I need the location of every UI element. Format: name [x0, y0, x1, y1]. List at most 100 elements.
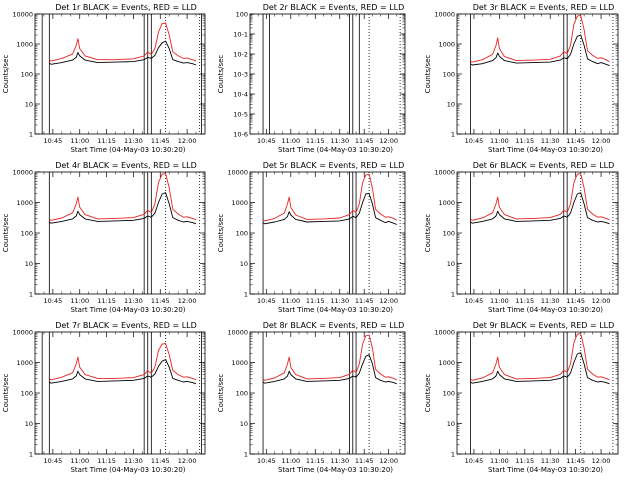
x-tick-label: 11:30 [541, 297, 560, 305]
x-tick-label: 10:45 [257, 297, 276, 305]
x-tick-label: 11:45 [566, 457, 585, 465]
y-tick-label: 1000 [16, 359, 33, 367]
x-tick-label: 10:45 [257, 137, 276, 145]
y-tick-label: 10 [240, 420, 248, 428]
x-tick-label: 12:00 [592, 297, 611, 305]
y-tick-label: 10 [447, 101, 455, 109]
panel-title: Det 1r BLACK = Events, RED = LLD [55, 3, 197, 12]
y-axis-label: Counts/sec [217, 374, 225, 413]
series-line-events [470, 192, 610, 225]
series-line-events [49, 192, 197, 225]
x-tick-label: 11:00 [490, 457, 509, 465]
x-tick-label: 12:00 [592, 137, 611, 145]
x-tick-label: 10:45 [257, 457, 276, 465]
x-tick-label: 11:00 [70, 297, 89, 305]
x-tick-label: 11:15 [515, 457, 534, 465]
panel-title: Det 4r BLACK = Events, RED = LLD [55, 161, 197, 170]
y-tick-label: 10 [25, 101, 33, 109]
y-axis-label: Counts/sec [424, 214, 432, 253]
y-tick-label: 1000 [438, 199, 455, 207]
x-tick-label: 10:45 [465, 457, 484, 465]
y-tick-label: 10 [240, 260, 248, 268]
y-tick-label: 10000 [434, 329, 455, 337]
y-axis-label: Counts/sec [424, 374, 432, 413]
panel-title: Det 7r BLACK = Events, RED = LLD [55, 321, 197, 330]
x-tick-label: 11:30 [330, 457, 349, 465]
x-tick-label: 12:00 [379, 137, 398, 145]
plot-area [470, 14, 614, 134]
y-tick-label: 1 [244, 291, 248, 299]
series-line-lld [470, 14, 610, 63]
x-tick-label: 11:15 [97, 297, 116, 305]
x-tick-label: 11:00 [281, 297, 300, 305]
series-line-lld [262, 334, 397, 381]
x-tick-label: 11:30 [541, 137, 560, 145]
x-tick-label: 11:00 [281, 137, 300, 145]
y-tick-label: 1000 [438, 41, 455, 49]
panel-title: Det 9r BLACK = Events, RED = LLD [473, 321, 615, 330]
panel-title: Det 2r BLACK = Events, RED = LLD [263, 3, 405, 12]
x-axis-label: Start Time (04-May-03 10:30:20) [70, 306, 185, 314]
x-tick-label: 12:00 [178, 457, 197, 465]
panel-title: Det 3r BLACK = Events, RED = LLD [473, 3, 615, 12]
y-tick-label: 1 [451, 291, 455, 299]
x-tick-label: 11:15 [515, 297, 534, 305]
y-tick-label: 100 [236, 230, 248, 238]
series-line-lld [470, 332, 610, 381]
x-axis-label: Start Time (04-May-03 10:30:20) [70, 146, 185, 154]
x-tick-label: 11:30 [124, 457, 143, 465]
y-tick-label: 10-6 [233, 131, 248, 139]
plot-frame [456, 171, 619, 295]
series-line-lld [470, 172, 610, 221]
y-axis-label: Counts/sec [2, 214, 10, 253]
plot-area [262, 14, 401, 134]
x-tick-label: 12:00 [379, 297, 398, 305]
panel-det-1: Det 1r BLACK = Events, RED = LLD 1 10 100 10… [2, 3, 206, 154]
x-axis-label: Start Time (04-May-03 10:30:20) [278, 466, 393, 474]
x-tick-label: 11:15 [306, 297, 325, 305]
x-tick-label: 11:00 [281, 457, 300, 465]
series-line-lld [262, 173, 398, 222]
y-tick-label: 1 [29, 451, 33, 459]
plot-frame [34, 171, 206, 295]
plot-frame [249, 331, 406, 455]
series-line-lld [49, 172, 197, 221]
y-tick-label: 100 [443, 390, 455, 398]
y-axis-label: Counts/sec [217, 214, 225, 253]
x-tick-label: 11:45 [151, 457, 170, 465]
x-tick-label: 11:45 [151, 137, 170, 145]
panel-det-6: Det 6r BLACK = Events, RED = LLD 1 10 100 10… [424, 161, 619, 314]
x-tick-label: 11:30 [330, 137, 349, 145]
plot-frame [34, 331, 206, 455]
x-tick-label: 11:30 [124, 297, 143, 305]
plot-area [41, 332, 202, 454]
x-tick-label: 11:15 [306, 137, 325, 145]
series-line-events [262, 192, 397, 225]
x-tick-label: 11:45 [355, 457, 374, 465]
x-tick-label: 10:45 [44, 457, 63, 465]
y-tick-label: 100 [236, 11, 248, 19]
x-tick-label: 11:00 [70, 137, 89, 145]
plot-area [262, 172, 401, 294]
y-tick-label: 10-3 [233, 71, 248, 79]
x-tick-label: 10:45 [44, 297, 63, 305]
y-tick-label: 10-1 [233, 31, 248, 39]
y-tick-label: 100 [443, 71, 455, 79]
series-line-events [49, 359, 197, 385]
y-tick-label: 10000 [434, 11, 455, 19]
y-tick-label: 1000 [16, 41, 33, 49]
panel-title: Det 5r BLACK = Events, RED = LLD [263, 161, 405, 170]
y-tick-label: 100 [21, 71, 33, 79]
y-tick-label: 100 [21, 390, 33, 398]
plot-frame [249, 13, 406, 135]
x-tick-label: 10:45 [465, 137, 484, 145]
panel-det-8: Det 8r BLACK = Events, RED = LLD 1 10 100 10… [217, 321, 406, 474]
y-tick-label: 1000 [438, 359, 455, 367]
y-tick-label: 1 [29, 131, 33, 139]
series-line-events [49, 40, 197, 66]
x-axis-label: Start Time (04-May-03 10:30:20) [488, 146, 603, 154]
y-axis-label: Counts/sec [2, 55, 10, 94]
series-line-lld [49, 22, 197, 62]
y-tick-label: 10-4 [233, 91, 248, 99]
panel-det-5: Det 5r BLACK = Events, RED = LLD 1 10 100 10… [217, 161, 406, 314]
